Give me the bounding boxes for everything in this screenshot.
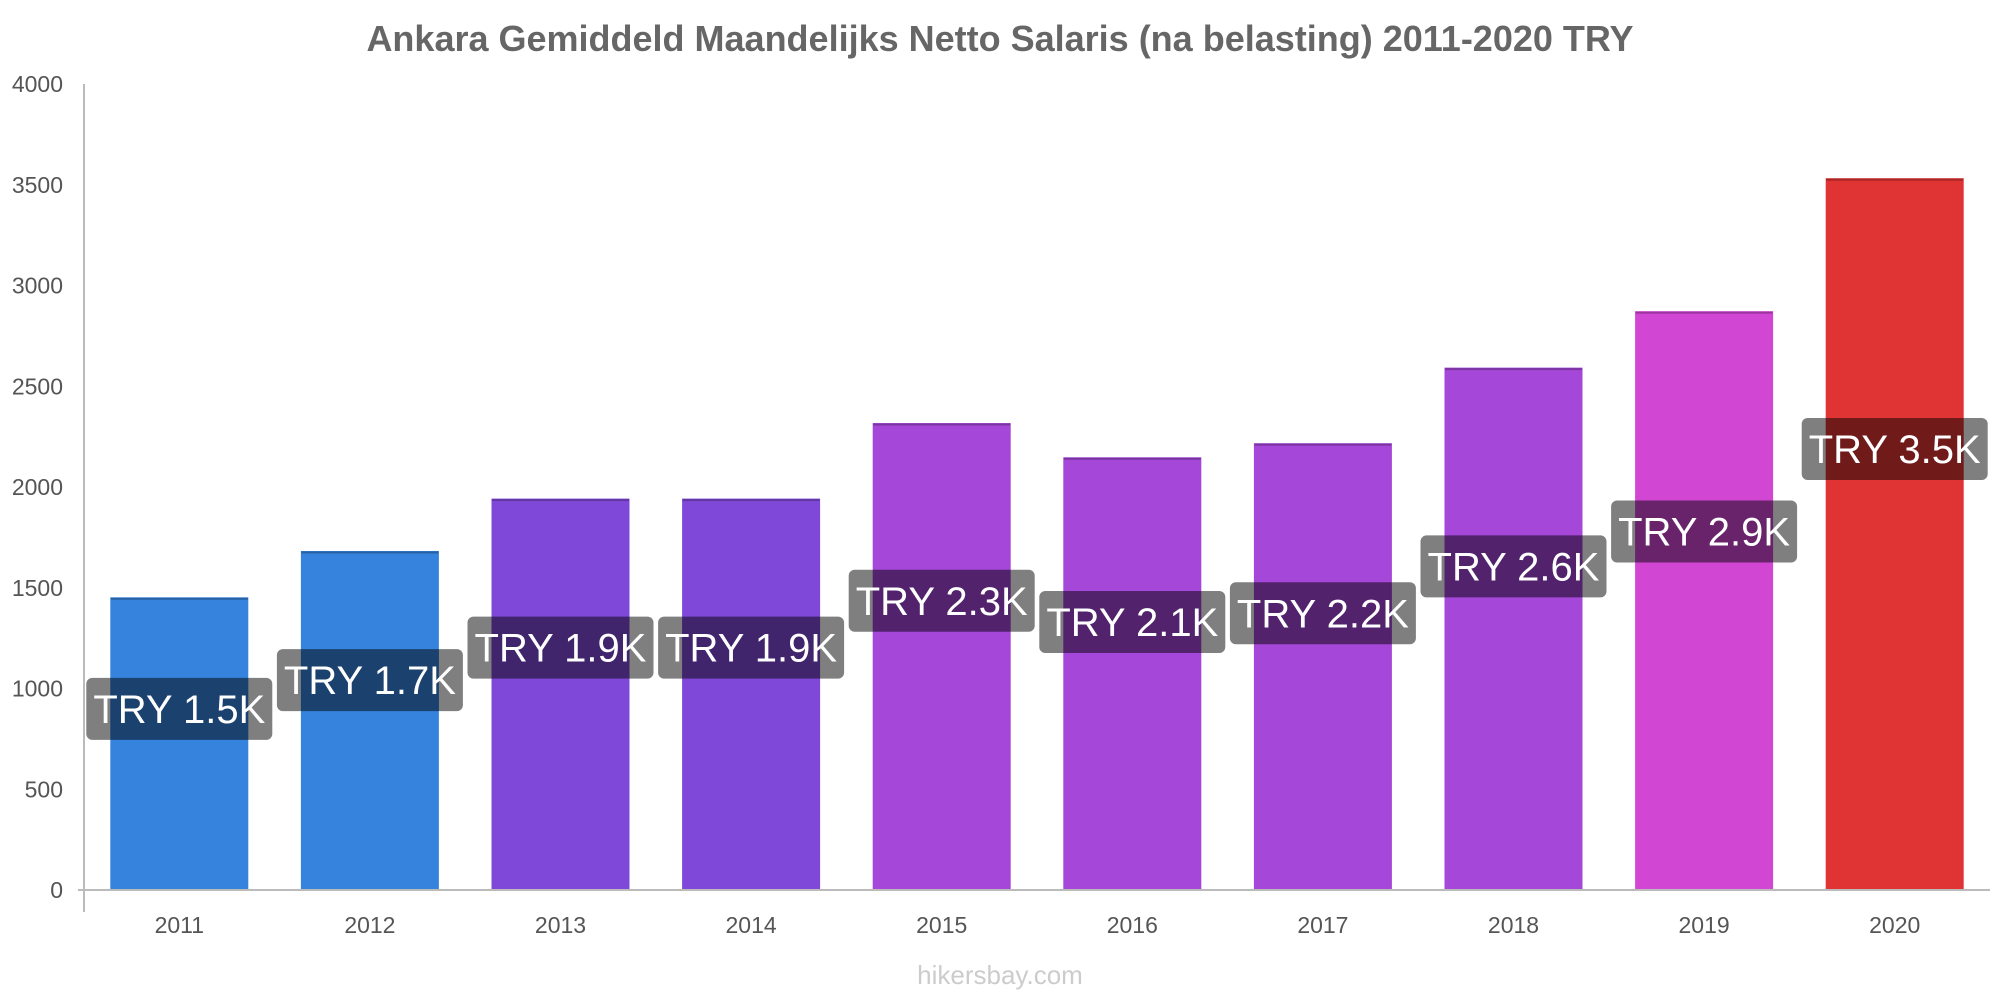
data-label: TRY 1.9K [467,616,654,679]
data-label-text: TRY 1.5K [93,688,265,732]
data-label-text: TRY 2.9K [1618,510,1790,554]
bar-2018 [1444,367,1583,891]
data-label-text: TRY 2.6K [1428,545,1600,589]
bar-2015 [872,423,1011,891]
data-label-box [276,649,463,712]
bars-group [110,178,1964,891]
x-tick-label: 2013 [535,912,586,938]
y-tick-label: 3000 [12,273,63,299]
bar-2013 [491,498,630,891]
x-tick-label: 2015 [916,912,967,938]
bar-2019 [1635,311,1774,891]
data-label: TRY 3.5K [1801,417,1988,480]
bar-top-edge [492,499,629,502]
x-tick-label: 2011 [155,912,204,938]
data-label-box [848,569,1035,632]
data-label-text: TRY 2.1K [1046,601,1218,645]
data-label: TRY 1.9K [658,616,845,679]
data-label-box [1420,535,1607,598]
data-label-box [467,616,654,679]
axes-group [78,84,1990,912]
data-label-box [1801,417,1988,480]
y-tick-label: 1000 [12,676,63,702]
bar-top-edge [1826,178,1964,181]
bar-2020 [1825,178,1964,891]
x-tick-label: 2012 [344,912,395,938]
bar-2011 [110,597,249,891]
y-tick-label: 3500 [12,172,63,198]
bar-top-edge [301,551,439,554]
data-label-text: TRY 2.3K [856,580,1028,624]
bar-top-edge [873,423,1011,426]
data-label-box [1229,582,1416,645]
data-label-box [86,677,273,740]
data-label-box [658,616,845,679]
x-tick-label: 2019 [1679,912,1730,938]
y-axis-ticks: 0 500 1000 1500 2000 2500 3000 3500 4000 [12,71,63,903]
y-tick-label: 2000 [12,474,63,500]
data-label-text: TRY 1.9K [475,627,647,671]
bar-top-edge [1635,311,1773,314]
data-label-text: TRY 2.2K [1237,592,1409,636]
bar-2016 [1063,457,1202,891]
bar-top-edge [1445,368,1582,371]
bar-top-edge [682,499,820,502]
y-tick-label: 1500 [12,575,63,601]
bar-2012 [300,550,439,891]
bar-top-edge [1254,443,1392,446]
watermark: hikersbay.com [917,960,1083,990]
x-tick-label: 2014 [726,912,777,938]
data-label: TRY 2.6K [1420,535,1607,598]
data-label: TRY 1.5K [86,677,273,740]
y-tick-label: 2500 [12,373,63,399]
y-tick-label: 4000 [12,71,63,97]
bar-top-edge [110,597,248,600]
bar-2017 [1253,443,1392,891]
data-label: TRY 2.2K [1229,582,1416,645]
data-label: TRY 2.9K [1611,500,1798,563]
x-tick-label: 2018 [1488,912,1539,938]
data-label-box [1611,500,1798,563]
data-label-text: TRY 1.7K [284,659,456,703]
data-label: TRY 1.7K [276,649,463,712]
x-tick-label: 2016 [1107,912,1158,938]
chart-title: Ankara Gemiddeld Maandelijks Netto Salar… [366,18,1634,59]
data-label: TRY 2.3K [848,569,1035,632]
data-label-text: TRY 3.5K [1809,428,1981,472]
y-tick-label: 0 [50,877,63,903]
data-label-box [1039,591,1226,654]
data-labels-group: TRY 1.5K TRY 1.7K TRY 1.9K TRY 1.9K TRY 2.3K… [86,417,1988,740]
data-label-text: TRY 1.9K [665,627,837,671]
bar-2014 [682,498,821,891]
x-axis-ticks: 2011 2012 2013 2014 2015 2016 2017 2018 2019 2020 [155,912,1921,938]
x-tick-label: 2020 [1869,912,1920,938]
y-tick-label: 500 [25,776,63,802]
x-tick-label: 2017 [1297,912,1348,938]
bar-top-edge [1063,457,1201,460]
data-label: TRY 2.1K [1039,591,1226,654]
